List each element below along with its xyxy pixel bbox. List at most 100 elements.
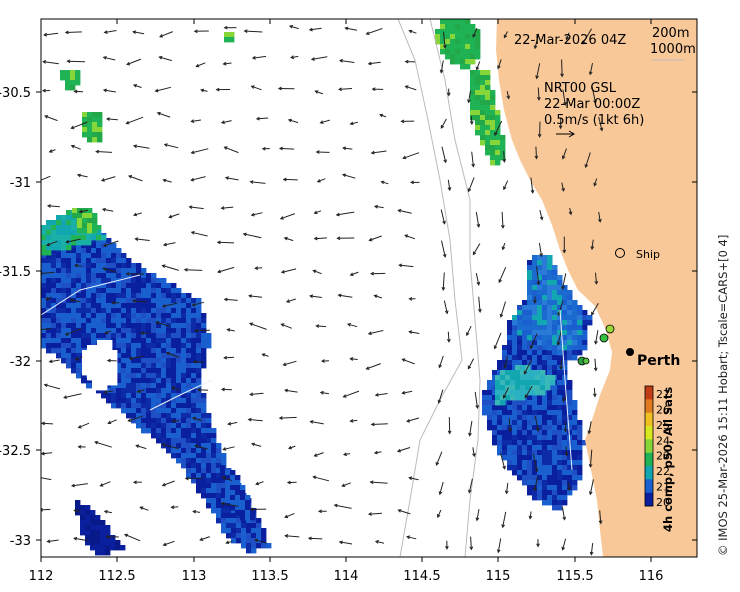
current-arrow bbox=[286, 480, 297, 485]
current-arrow bbox=[365, 363, 381, 370]
current-arrow bbox=[312, 269, 322, 275]
current-arrow bbox=[158, 55, 172, 62]
current-arrow bbox=[283, 236, 294, 242]
current-arrow bbox=[132, 144, 150, 149]
station-marker bbox=[582, 357, 590, 365]
current-arrow bbox=[220, 387, 232, 392]
current-arrow bbox=[139, 506, 149, 511]
current-arrow bbox=[374, 540, 385, 544]
current-arrow bbox=[45, 296, 52, 301]
current-arrow bbox=[103, 30, 117, 34]
current-arrow bbox=[408, 297, 416, 301]
current-arrow bbox=[101, 207, 114, 212]
current-arrow bbox=[397, 208, 412, 214]
current-arrow bbox=[533, 476, 539, 492]
current-arrow bbox=[535, 63, 541, 80]
current-arrow bbox=[536, 266, 541, 286]
current-arrow bbox=[277, 86, 295, 91]
current-arrow bbox=[224, 176, 239, 181]
current-arrow bbox=[502, 150, 507, 163]
current-arrow bbox=[282, 360, 297, 367]
current-arrow bbox=[94, 441, 112, 448]
current-arrow bbox=[41, 451, 53, 456]
current-arrow bbox=[278, 416, 297, 420]
current-scale-label: 0.5m/s (1kt 6h) bbox=[544, 113, 644, 128]
current-arrow bbox=[592, 387, 597, 398]
current-arrow bbox=[288, 445, 296, 450]
current-arrow bbox=[440, 209, 446, 225]
sst-patch bbox=[512, 255, 583, 356]
ship-label: Ship bbox=[636, 248, 660, 261]
current-arrow bbox=[42, 60, 59, 65]
current-arrow bbox=[73, 89, 84, 94]
colorbar-tick-label: 26 bbox=[656, 403, 670, 416]
colorbar-band bbox=[645, 386, 653, 400]
current-arrow bbox=[474, 391, 480, 410]
x-tick-label: 113 bbox=[182, 569, 207, 584]
current-arrow bbox=[74, 356, 83, 361]
current-arrow bbox=[506, 91, 511, 100]
x-tick-label: 116 bbox=[639, 569, 664, 584]
current-arrow bbox=[467, 358, 475, 370]
current-arrow bbox=[309, 294, 322, 299]
current-arrow bbox=[200, 88, 208, 93]
current-arrow bbox=[223, 25, 237, 30]
current-arrow bbox=[284, 512, 295, 519]
current-arrow bbox=[163, 143, 179, 149]
current-arrow bbox=[369, 480, 388, 485]
current-arrow bbox=[223, 355, 235, 360]
current-arrow bbox=[171, 419, 179, 424]
sst-patch bbox=[495, 365, 556, 406]
current-arrow bbox=[161, 302, 178, 308]
current-arrow bbox=[41, 421, 54, 426]
current-arrow bbox=[284, 388, 298, 393]
colorbar-band bbox=[645, 466, 653, 480]
current-arrow bbox=[102, 240, 119, 247]
current-model-label: NRT00 GSL bbox=[544, 81, 617, 96]
current-arrow bbox=[73, 536, 89, 542]
current-arrow bbox=[70, 121, 88, 130]
current-arrow bbox=[467, 177, 475, 193]
current-arrow bbox=[588, 449, 593, 468]
current-arrow bbox=[316, 178, 326, 183]
current-arrow bbox=[161, 264, 179, 271]
current-arrow bbox=[445, 540, 449, 550]
current-arrow bbox=[401, 358, 415, 365]
current-arrow bbox=[128, 355, 144, 361]
current-arrow bbox=[183, 267, 203, 272]
date-label: 22-Mar-2026 04Z bbox=[514, 33, 626, 48]
current-arrow bbox=[344, 26, 358, 31]
current-arrow bbox=[346, 323, 358, 328]
current-arrow bbox=[102, 88, 116, 93]
current-arrow bbox=[278, 146, 295, 151]
current-arrow bbox=[255, 481, 264, 486]
sst-patch bbox=[435, 19, 481, 70]
x-tick-label: 112 bbox=[29, 569, 54, 584]
current-arrows bbox=[41, 24, 604, 556]
current-arrow bbox=[41, 175, 51, 181]
current-arrow bbox=[565, 32, 570, 41]
contour-200m bbox=[429, 19, 481, 557]
current-arrow bbox=[478, 296, 482, 313]
current-arrow bbox=[76, 173, 88, 178]
current-arrow bbox=[408, 476, 419, 481]
isotherm-line bbox=[41, 274, 141, 316]
current-arrow bbox=[319, 390, 329, 395]
current-arrow bbox=[562, 89, 567, 106]
current-arrow bbox=[500, 211, 505, 229]
current-arrow bbox=[497, 59, 502, 70]
current-arrow bbox=[404, 85, 417, 91]
current-arrow bbox=[132, 84, 142, 88]
current-arrow bbox=[105, 117, 118, 121]
current-arrow bbox=[503, 180, 509, 191]
current-arrow bbox=[313, 452, 324, 457]
current-arrow bbox=[594, 330, 599, 345]
colorbar-tick-label: 27 bbox=[656, 388, 670, 401]
current-arrow bbox=[341, 482, 351, 487]
current-arrow bbox=[440, 118, 447, 129]
current-arrow bbox=[102, 56, 116, 61]
current-arrow bbox=[538, 242, 543, 258]
current-arrow bbox=[247, 417, 263, 422]
current-arrow bbox=[215, 87, 231, 92]
current-arrow bbox=[534, 146, 539, 160]
